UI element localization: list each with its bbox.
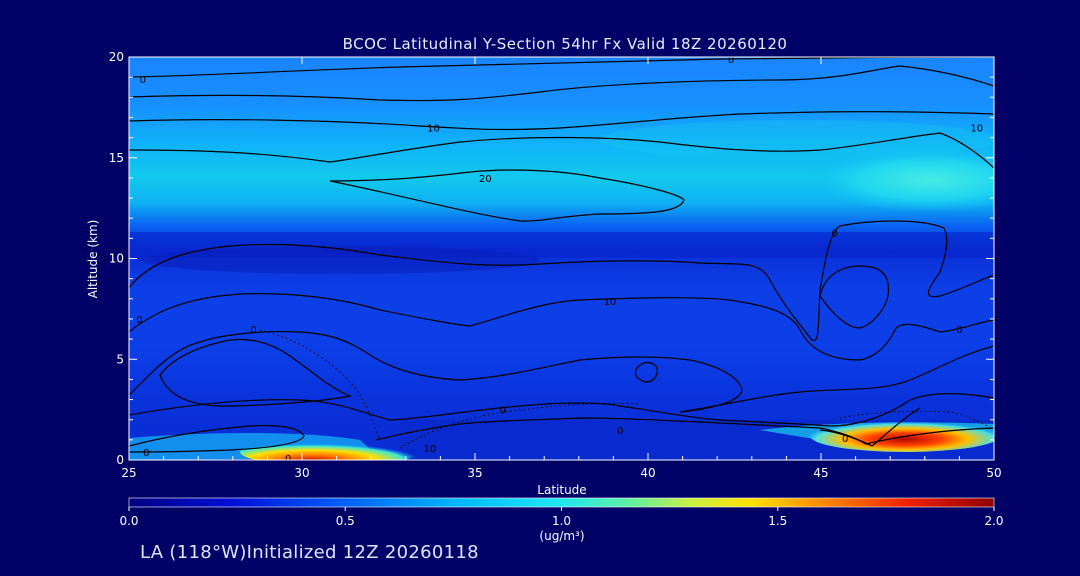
x-tick-label: 50 (986, 466, 1001, 480)
x-tick-label: 30 (294, 466, 309, 480)
colorbar-tick-label: 0.0 (119, 514, 138, 528)
x-tick-label: 40 (640, 466, 655, 480)
contour-label: 10 (604, 297, 617, 308)
x-tick-label: 45 (813, 466, 828, 480)
contour-label: 0 (143, 448, 149, 459)
contour-label: 0 (250, 325, 256, 336)
concentration-field (129, 57, 994, 460)
contour-label: 10 (427, 124, 440, 135)
x-tick-label: 35 (467, 466, 482, 480)
footer-init-label: LA (118°W)Initialized 12Z 20260118 (140, 542, 479, 563)
x-axis-label: Latitude (537, 483, 586, 497)
colorbar-tick-label: 0.5 (336, 514, 355, 528)
y-tick-label: 20 (109, 50, 124, 64)
y-tick-label: 0 (116, 453, 124, 467)
x-axis: 25 30 35 40 45 50 (121, 57, 1002, 480)
contour-label: 0 (617, 426, 623, 437)
y-tick-label: 5 (116, 352, 124, 366)
contour-label: 0 (499, 406, 505, 417)
colorbar-tick-label: 2.0 (984, 514, 1003, 528)
chart-title: BCOC Latitudinal Y-Section 54hr Fx Valid… (342, 35, 788, 53)
contour-label: 0 (956, 325, 962, 336)
contour-label-group: 0 0 10 20 10 0 10 0 0 0 0 0 10 0 0 0 (136, 55, 983, 465)
contour-label: 0 (842, 434, 848, 445)
contour-label: 20 (479, 174, 492, 185)
colorbar-tick-label: 1.0 (552, 514, 571, 528)
y-axis-label: Altitude (km) (86, 220, 100, 299)
contour-label: 0 (285, 454, 291, 465)
colorbar-unit-label: (ug/m³) (539, 529, 584, 543)
colorbar (128, 497, 995, 508)
y-axis: 0 5 10 15 20 (109, 50, 994, 467)
x-tick-label: 25 (121, 466, 136, 480)
y-tick-label: 10 (109, 252, 124, 266)
contour-label: 0 (728, 55, 734, 66)
contour-label: 0 (136, 315, 142, 326)
y-tick-label: 15 (109, 151, 124, 165)
dotted-boundary-lines (259, 329, 994, 449)
contour-label: 10 (970, 124, 983, 135)
contour-label: 10 (424, 444, 437, 455)
colorbar-ticks: 0.0 0.5 1.0 1.5 2.0 (119, 507, 1004, 528)
colorbar-tick-label: 1.5 (768, 514, 787, 528)
contour-label: 0 (140, 75, 146, 86)
contour-label: 0 (832, 228, 838, 239)
